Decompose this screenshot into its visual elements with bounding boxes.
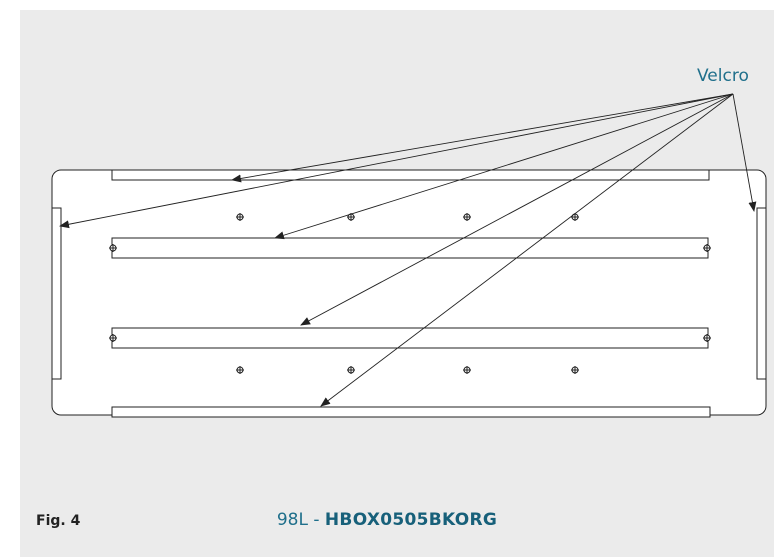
screw-marker [703, 244, 711, 252]
screw-marker [463, 213, 471, 221]
velcro-callout-label: Velcro [697, 66, 749, 86]
figure-label: Fig. 4 [36, 513, 81, 529]
velcro-strip-bottom [111, 406, 711, 418]
figure-caption: 98L - HBOX0505BKORG [0, 510, 774, 530]
velcro-leader-line [59, 93, 734, 229]
velcro-strip-top [111, 169, 710, 181]
rail-upper [111, 237, 709, 259]
screw-marker [236, 213, 244, 221]
screw-marker [236, 366, 244, 374]
screw-marker [703, 334, 711, 342]
velcro-strip-left [51, 207, 62, 380]
velcro-leader-line [231, 93, 734, 183]
velcro-callout-leaders [59, 93, 757, 407]
screw-markers [109, 213, 711, 374]
screw-marker [109, 334, 117, 342]
velcro-leader-line [732, 93, 757, 212]
velcro-leader-line [274, 93, 734, 240]
screw-marker [347, 366, 355, 374]
velcro-leader-line [300, 93, 734, 326]
screw-marker [109, 244, 117, 252]
velcro-leader-line [320, 93, 734, 407]
caption-product-code: HBOX0505BKORG [324, 510, 498, 530]
screw-marker [571, 366, 579, 374]
rail-lower [111, 327, 709, 349]
screw-marker [463, 366, 471, 374]
velcro-strip-right [756, 207, 767, 380]
caption-model: 98L - [276, 510, 325, 530]
